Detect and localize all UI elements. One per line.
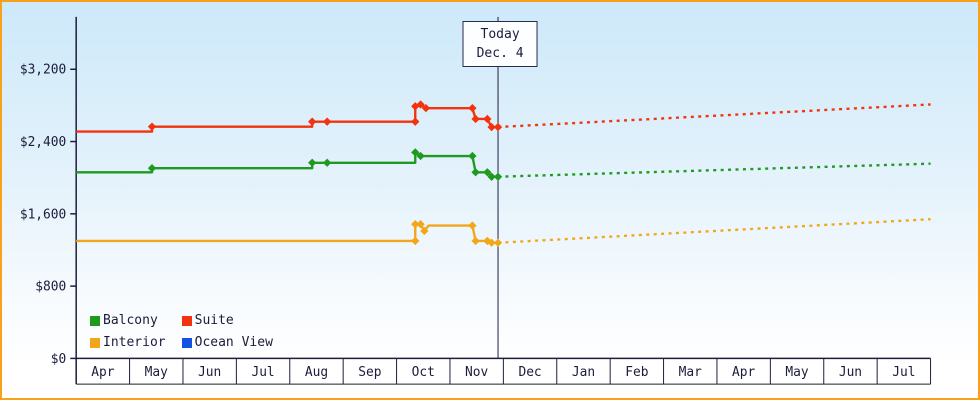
month-label: Jul <box>892 365 915 380</box>
legend-swatch-balcony <box>90 315 100 326</box>
month-label: Dec <box>518 365 541 380</box>
series-balcony-marker <box>493 172 503 181</box>
legend-label: Suite <box>194 313 234 328</box>
series-interior-marker <box>493 238 503 247</box>
legend-item-suite: Suite <box>181 313 273 328</box>
month-label: Apr <box>732 365 755 380</box>
month-label: May <box>785 365 808 380</box>
series-interior-marker <box>468 221 477 230</box>
chart-legend: Balcony Suite Interior Ocean View <box>90 313 273 350</box>
month-label: Aug <box>305 365 328 380</box>
series-suite-marker <box>147 122 157 131</box>
series-suite-marker <box>471 114 480 124</box>
series-suite-marker <box>416 100 425 109</box>
legend-item-ocean-view: Ocean View <box>181 335 273 350</box>
series-suite-marker <box>421 103 431 113</box>
legend-item-interior: Interior <box>90 335 166 350</box>
legend-label: Balcony <box>103 313 158 328</box>
month-label: Nov <box>465 365 488 380</box>
series-balcony-marker <box>468 151 477 161</box>
series-suite-marker <box>468 103 477 113</box>
series-balcony-marker <box>471 168 480 177</box>
y-tick-label: $1,600 <box>20 207 66 222</box>
month-label: Jan <box>572 365 595 380</box>
series-balcony-projection <box>497 162 931 178</box>
series-suite-marker <box>322 117 332 126</box>
month-label: Mar <box>679 365 702 380</box>
legend-swatch-suite <box>181 315 192 326</box>
month-label: Jun <box>198 365 221 380</box>
legend-item-balcony: Balcony <box>90 313 166 328</box>
series-balcony-marker <box>416 151 425 161</box>
y-tick-label: $2,400 <box>20 135 66 150</box>
series-interior-marker <box>416 220 425 229</box>
series-interior-projection <box>497 218 931 244</box>
month-label: Sep <box>358 365 381 380</box>
series-interior-marker <box>420 226 429 236</box>
series-balcony-marker <box>322 158 332 167</box>
month-label: Apr <box>91 365 114 380</box>
y-tick-label: $0 <box>51 352 66 367</box>
legend-label: Ocean View <box>194 335 273 350</box>
month-label: Feb <box>625 365 648 380</box>
month-label: Jul <box>251 365 274 380</box>
series-suite-marker <box>411 117 420 126</box>
legend-swatch-interior <box>90 337 100 348</box>
series-suite-line <box>76 103 499 133</box>
series-balcony-line <box>76 151 499 178</box>
today-annotation: Today Dec. 4 <box>462 21 538 67</box>
series-suite-projection <box>497 103 931 129</box>
series-suite-marker <box>483 114 492 124</box>
month-label: May <box>145 365 168 380</box>
month-label: Oct <box>412 365 435 380</box>
legend-swatch-ocean-view <box>181 337 192 348</box>
series-balcony-marker <box>308 158 317 167</box>
today-label: Today <box>480 27 520 42</box>
y-tick-label: $800 <box>35 280 66 295</box>
today-date: Dec. 4 <box>476 46 524 61</box>
series-interior-marker <box>411 236 420 246</box>
legend-label: Interior <box>103 335 166 350</box>
series-suite-marker <box>308 117 317 126</box>
series-balcony-marker <box>411 148 420 157</box>
series-suite-marker <box>411 102 420 111</box>
y-tick-label: $3,200 <box>20 63 66 78</box>
series-interior-marker <box>411 220 420 229</box>
series-suite-marker <box>493 122 503 132</box>
month-label: Jun <box>839 365 862 380</box>
series-interior-line <box>76 223 499 244</box>
series-interior-marker <box>471 236 480 246</box>
